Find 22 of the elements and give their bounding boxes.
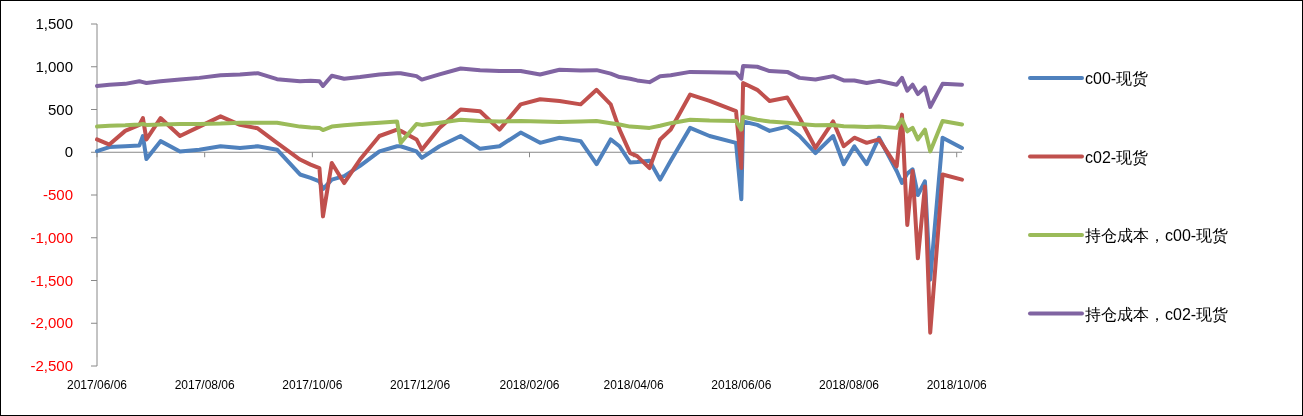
legend-label: 持仓成本，c02-现货 — [1085, 305, 1229, 323]
y-tick-label: -1,500 — [30, 271, 73, 289]
x-tick-label: 2017/12/06 — [390, 378, 451, 392]
x-tick-label: 2017/10/06 — [282, 378, 343, 392]
y-tick-label: 1,500 — [35, 15, 73, 32]
x-tick-label: 2018/06/06 — [711, 378, 772, 392]
legend-label: 持仓成本，c00-现货 — [1085, 227, 1229, 244]
x-tick-label: 2017/06/06 — [66, 378, 128, 392]
y-tick-label: 500 — [47, 100, 73, 118]
y-tick-label: 0 — [64, 143, 73, 161]
y-tick-label: -500 — [42, 186, 73, 203]
legend-label: c00-现货 — [1085, 70, 1149, 87]
x-tick-label: 2018/08/06 — [818, 378, 880, 392]
x-tick-label: 2018/02/06 — [499, 378, 560, 392]
y-tick-label: -2,000 — [30, 314, 73, 332]
x-tick-label: 2017/08/06 — [174, 378, 236, 392]
y-tick-label: -2,500 — [30, 357, 73, 374]
x-tick-label: 2018/10/06 — [926, 378, 988, 392]
x-tick-label: 2018/04/06 — [603, 378, 665, 392]
y-tick-label: -1,000 — [30, 228, 73, 246]
y-tick-label: 1,000 — [35, 57, 73, 75]
legend-label: c02-现货 — [1085, 148, 1149, 166]
